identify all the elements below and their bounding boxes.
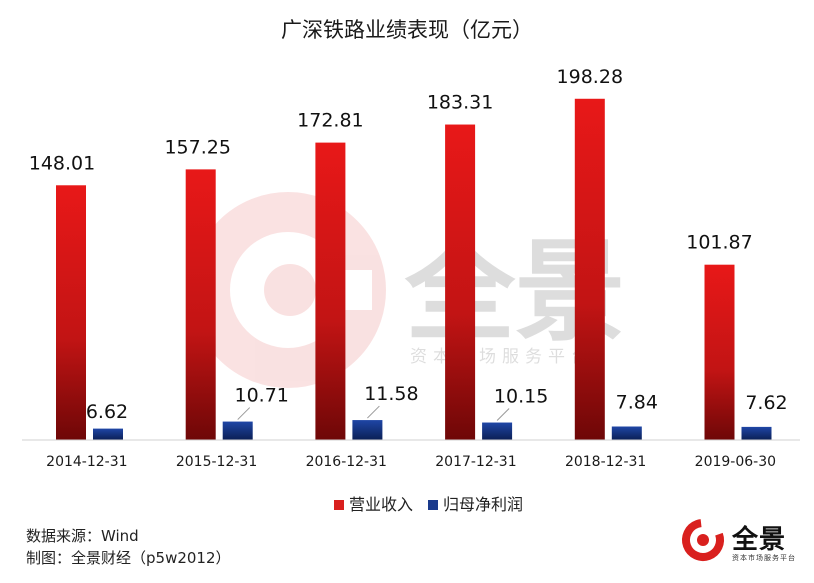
data-label-leader bbox=[367, 405, 380, 419]
data-label-net-profit: 10.15 bbox=[494, 386, 548, 408]
x-tick-label: 2019-06-30 bbox=[695, 454, 776, 470]
data-label-revenue: 183.31 bbox=[427, 92, 493, 114]
bar-net-profit bbox=[93, 428, 123, 440]
bar-revenue bbox=[56, 185, 86, 440]
watermark-tagline: 资本市场服务平台 bbox=[410, 347, 594, 367]
bar-net-profit bbox=[741, 426, 772, 440]
watermark: 全景 资本市场服务平台 bbox=[190, 192, 625, 388]
x-tick-label: 2017-12-31 bbox=[435, 454, 516, 470]
data-label-net-profit: 6.62 bbox=[86, 401, 128, 423]
watermark-dot bbox=[264, 264, 316, 316]
x-tick-label: 2015-12-31 bbox=[176, 454, 257, 470]
bar-net-profit bbox=[352, 420, 383, 440]
chart-title: 广深铁路业绩表现（亿元） bbox=[281, 18, 533, 42]
logo-tagline: 资本市场服务平台 bbox=[732, 554, 796, 562]
data-label-leader bbox=[237, 407, 251, 420]
bar-net-profit bbox=[611, 426, 642, 440]
plot-area: 2014-12-31 148.01 6.62 2015-12-31 157.25 10.7… bbox=[29, 66, 788, 470]
legend-swatch-revenue bbox=[334, 500, 344, 510]
bar-revenue bbox=[704, 264, 735, 440]
brand-logo: 全景 资本市场服务平台 bbox=[680, 517, 800, 567]
bar-revenue bbox=[315, 142, 346, 440]
data-label-revenue: 148.01 bbox=[29, 152, 95, 174]
data-label-net-profit: 11.58 bbox=[364, 383, 418, 405]
bar-revenue bbox=[445, 124, 476, 440]
data-label-revenue: 172.81 bbox=[297, 110, 363, 132]
x-tick-label: 2018-12-31 bbox=[565, 454, 646, 470]
legend: 营业收入 归母净利润 bbox=[334, 495, 523, 514]
logo-icon bbox=[682, 519, 724, 561]
bar-revenue bbox=[574, 98, 605, 440]
source-note: 数据来源：Wind bbox=[26, 527, 139, 545]
bar-net-profit bbox=[222, 421, 253, 440]
data-label-net-profit: 10.71 bbox=[234, 385, 288, 407]
data-label-leader bbox=[496, 408, 510, 421]
data-label-revenue: 157.25 bbox=[164, 136, 230, 158]
logo-name: 全景 bbox=[732, 525, 787, 555]
bar-net-profit bbox=[482, 422, 513, 440]
bar-revenue bbox=[185, 169, 216, 440]
data-label-net-profit: 7.84 bbox=[616, 392, 658, 414]
data-label-net-profit: 7.62 bbox=[745, 392, 787, 414]
data-label-revenue: 101.87 bbox=[686, 232, 752, 254]
legend-swatch-net-profit bbox=[428, 500, 438, 510]
data-label-revenue: 198.28 bbox=[557, 66, 623, 88]
legend-label-net-profit: 归母净利润 bbox=[443, 495, 523, 514]
x-tick-label: 2016-12-31 bbox=[306, 454, 387, 470]
legend-label-revenue: 营业收入 bbox=[349, 495, 413, 514]
x-tick-label: 2014-12-31 bbox=[46, 454, 127, 470]
author-note: 制图：全景财经（p5w2012） bbox=[26, 549, 231, 567]
